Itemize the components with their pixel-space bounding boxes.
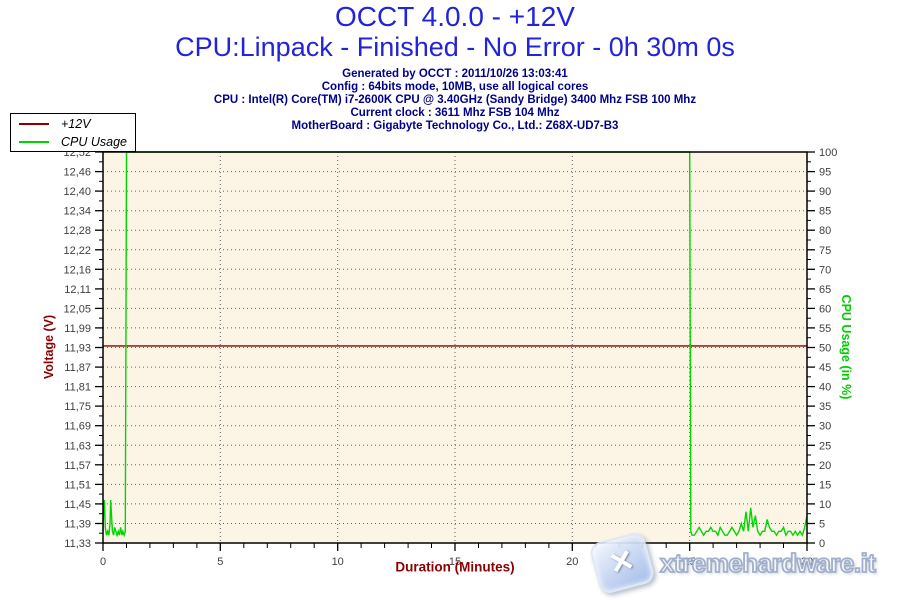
- left-axis: 12,5212,4612,4012,3412,2812,2212,1612,11…: [63, 147, 103, 550]
- watermark-text: xtremehardware.it: [659, 547, 877, 579]
- right-tick-label: 25: [819, 440, 831, 452]
- x-glyph: ✕: [605, 543, 639, 582]
- right-tick-label: 50: [819, 343, 831, 355]
- right-axis: 1009590858075706560555045403530252015105…: [807, 147, 837, 550]
- right-tick-label: 45: [819, 362, 831, 374]
- legend-label-cpu-usage: CPU Usage: [61, 134, 127, 149]
- right-tick-label: 30: [819, 421, 831, 433]
- right-tick-label: 70: [819, 264, 831, 276]
- right-tick-label: 10: [819, 499, 831, 511]
- left-tick-label: 12,11: [64, 284, 91, 296]
- x-tick-label: 30: [801, 556, 813, 568]
- left-tick-label: 11,63: [64, 440, 91, 452]
- bottom-axis: 0 5 10 15 20 25 30: [100, 543, 813, 568]
- legend-label-voltage: +12V: [61, 116, 91, 131]
- left-tick-label: 11,45: [64, 499, 91, 511]
- right-tick-label: 75: [819, 245, 831, 257]
- cpu-usage-line-swatch: [19, 140, 49, 143]
- info-clock: Current clock : 3611 Mhz FSB 104 Mhz: [350, 107, 560, 119]
- left-tick-label: 11,57: [64, 460, 91, 472]
- info-cpu: CPU : Intel(R) Core(TM) i7-2600K CPU @ 3…: [213, 94, 697, 106]
- left-tick-label: 11,75: [64, 401, 91, 413]
- right-tick-label: 95: [819, 167, 831, 179]
- left-tick-label: 12,05: [63, 303, 91, 315]
- left-tick-label: 11,33: [64, 538, 91, 550]
- x-tick-label: 20: [566, 556, 578, 568]
- info-config: Config : 64bits mode, 10MB, use all logi…: [321, 81, 589, 93]
- left-tick-label: 11,87: [64, 362, 91, 374]
- left-tick-label: 11,51: [64, 479, 91, 491]
- left-tick-label: 12,46: [63, 167, 91, 179]
- voltage-line-swatch: [19, 122, 49, 125]
- right-axis-title: CPU Usage (in %): [839, 294, 853, 400]
- left-tick-label: 12,34: [63, 206, 91, 218]
- right-tick-label: 35: [819, 401, 831, 413]
- right-tick-label: 15: [819, 479, 831, 491]
- x-tick-label: 15: [449, 556, 461, 568]
- right-tick-label: 0: [819, 538, 825, 550]
- left-tick-label: 11,81: [64, 382, 91, 394]
- right-tick-label: 85: [819, 206, 831, 218]
- left-axis-title: Voltage (V): [42, 314, 56, 380]
- right-tick-label: 40: [819, 382, 831, 394]
- right-tick-label: 90: [819, 186, 831, 198]
- legend-item-voltage: +12V: [11, 115, 135, 132]
- left-tick-label: 12,16: [63, 264, 91, 276]
- x-tick-label: 0: [100, 556, 106, 568]
- right-tick-label: 20: [819, 460, 831, 472]
- report-title: OCCT 4.0.0 - +12V: [335, 1, 575, 32]
- x-tick-label: 5: [217, 556, 223, 568]
- right-tick-label: 55: [819, 323, 831, 335]
- right-tick-label: 5: [819, 519, 825, 531]
- info-generated: Generated by OCCT : 2011/10/26 13:03:41: [342, 68, 568, 80]
- left-tick-label: 12,28: [63, 225, 91, 237]
- right-tick-label: 60: [819, 303, 831, 315]
- left-tick-label: 12,22: [63, 245, 91, 257]
- left-tick-label: 12,40: [63, 186, 91, 198]
- x-tick-label: 10: [332, 556, 344, 568]
- x-axis-title: Duration (Minutes): [395, 559, 515, 575]
- legend-item-cpu-usage: CPU Usage: [11, 133, 135, 150]
- left-tick-label: 11,99: [64, 323, 91, 335]
- right-tick-label: 65: [819, 284, 831, 296]
- watermark-x-logo: ✕: [588, 530, 656, 596]
- report-subtitle: CPU:Linpack - Finished - No Error - 0h 3…: [175, 32, 735, 62]
- right-tick-label: 100: [819, 147, 837, 159]
- left-tick-label: 11,39: [64, 519, 91, 531]
- left-tick-label: 11,93: [64, 343, 91, 355]
- info-motherboard: MotherBoard : Gigabyte Technology Co., L…: [291, 120, 619, 132]
- series-cpu-usage: [102, 151, 808, 538]
- left-tick-label: 11,69: [64, 421, 91, 433]
- watermark: ✕ xtremehardware.it: [588, 530, 877, 596]
- right-tick-label: 80: [819, 225, 831, 237]
- x-tick-label: 25: [684, 556, 696, 568]
- legend: +12V CPU Usage: [10, 113, 136, 152]
